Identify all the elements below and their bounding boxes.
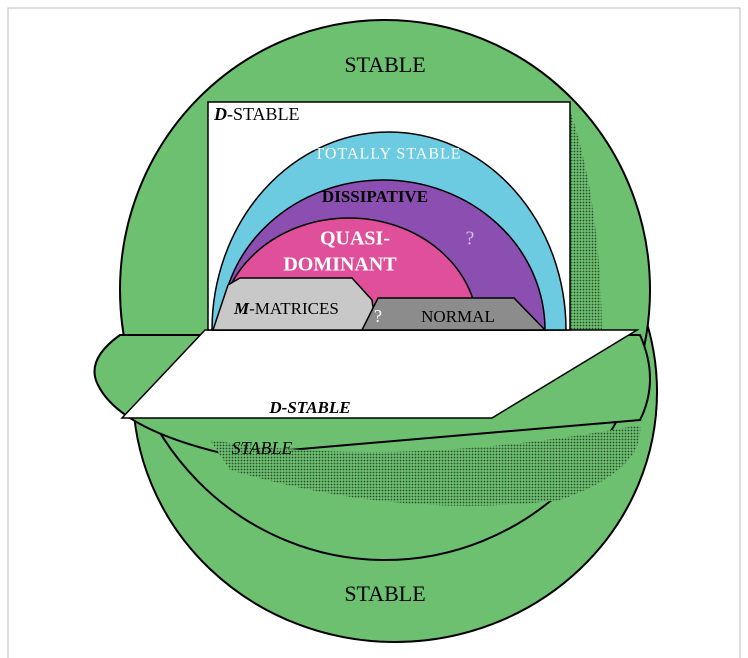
label: ?	[374, 306, 382, 326]
label: D-STABLE	[268, 398, 350, 417]
label: M-MATRICES	[233, 299, 339, 318]
label: D-STABLE	[213, 104, 300, 124]
label: STABLE	[232, 438, 293, 458]
label: DOMINANT	[283, 254, 397, 276]
label: ?	[466, 228, 475, 250]
label: STABLE	[344, 581, 425, 606]
label: STABLE	[344, 52, 425, 77]
label: NORMAL	[421, 307, 495, 326]
diagram: STABLE D-STABLE TOTALLY STABLE DISSIPATI…	[0, 0, 748, 658]
label: DISSIPATIVE	[322, 187, 428, 206]
label: QUASI-	[320, 228, 390, 250]
label: TOTALLY STABLE	[314, 146, 461, 163]
